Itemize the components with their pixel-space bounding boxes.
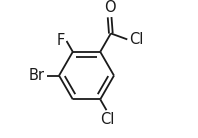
Text: Cl: Cl bbox=[100, 112, 114, 127]
Text: Cl: Cl bbox=[129, 32, 143, 47]
Text: F: F bbox=[57, 33, 65, 48]
Text: Br: Br bbox=[29, 68, 45, 83]
Text: O: O bbox=[104, 0, 115, 15]
